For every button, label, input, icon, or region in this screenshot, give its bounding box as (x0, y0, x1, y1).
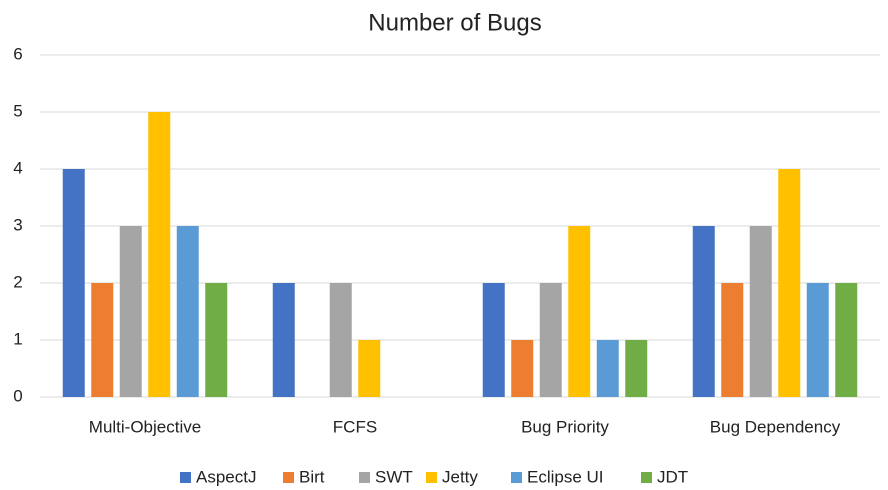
legend-label: JDT (657, 467, 688, 486)
legend-label: SWT (375, 467, 413, 486)
legend-swatch (359, 472, 370, 483)
bar (511, 340, 534, 397)
bar (482, 283, 505, 397)
y-tick-label: 5 (13, 101, 22, 120)
x-tick-label: FCFS (333, 417, 377, 436)
legend-swatch (283, 472, 294, 483)
x-tick-label: Bug Priority (521, 417, 609, 436)
y-tick-label: 2 (13, 272, 22, 291)
y-tick-label: 6 (13, 44, 22, 63)
legend-swatch (180, 472, 191, 483)
bar (749, 226, 772, 397)
bar (835, 283, 858, 397)
bar (806, 283, 829, 397)
bar (568, 226, 591, 397)
legend-label: AspectJ (196, 467, 256, 486)
legend-label: Eclipse UI (527, 467, 604, 486)
legend-label: Birt (299, 467, 325, 486)
bar (692, 226, 715, 397)
y-tick-label: 0 (13, 386, 22, 405)
bar (272, 283, 295, 397)
bar (176, 226, 199, 397)
bar (778, 169, 801, 397)
bar (205, 283, 228, 397)
bar (358, 340, 381, 397)
bar (721, 283, 744, 397)
bar (329, 283, 352, 397)
legend-swatch (511, 472, 522, 483)
bar (539, 283, 562, 397)
bar (119, 226, 142, 397)
bar (625, 340, 648, 397)
y-tick-label: 3 (13, 215, 22, 234)
legend-label: Jetty (442, 467, 478, 486)
legend-swatch (426, 472, 437, 483)
chart-title: Number of Bugs (368, 9, 541, 36)
x-tick-label: Bug Dependency (710, 417, 841, 436)
legend-swatch (641, 472, 652, 483)
bar (596, 340, 619, 397)
bar (148, 112, 171, 397)
x-tick-label: Multi-Objective (89, 417, 201, 436)
bar (62, 169, 85, 397)
bar (91, 283, 114, 397)
y-tick-label: 4 (13, 158, 22, 177)
y-tick-label: 1 (13, 329, 22, 348)
